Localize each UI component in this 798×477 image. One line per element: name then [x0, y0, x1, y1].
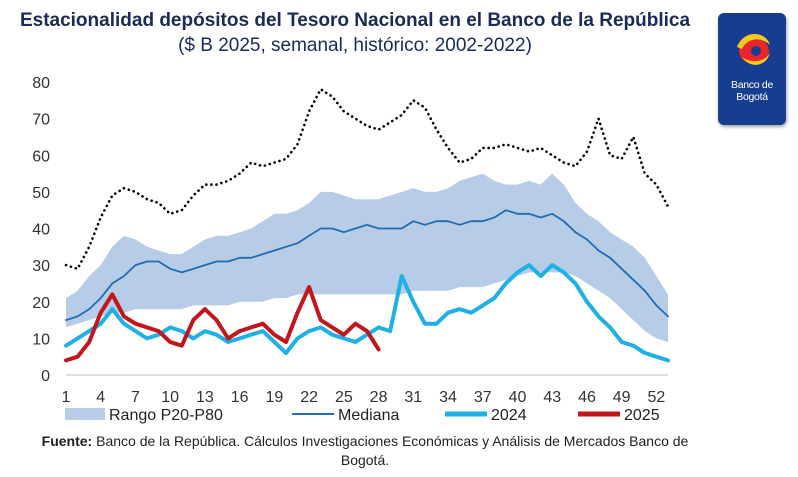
legend-label: Mediana — [338, 407, 399, 424]
y-tick-label: 30 — [32, 258, 50, 275]
chart-title: Estacionalidad depósitos del Tesoro Naci… — [10, 8, 700, 58]
x-tick-label: 49 — [613, 389, 631, 406]
x-axis-ticks: 1 4 7 10 13 16 19 22 25 28 31 34 37 40 43 46 49 52 — [62, 389, 666, 406]
y-tick-label: 20 — [32, 295, 50, 312]
x-tick-label: 4 — [96, 389, 105, 406]
band-p20-p80 — [66, 173, 668, 342]
x-tick-label: 43 — [543, 389, 561, 406]
x-tick-label: 19 — [265, 389, 283, 406]
logo-center-dot — [751, 46, 761, 56]
x-tick-label: 13 — [196, 389, 214, 406]
y-tick-label: 0 — [41, 368, 50, 385]
x-tick-label: 10 — [161, 389, 179, 406]
series-line-maximo — [64, 88, 670, 271]
x-tick-label: 25 — [335, 389, 353, 406]
band-layer — [66, 173, 668, 342]
title-subtitle: ($ B 2025, semanal, histórico: 2002-2022… — [178, 35, 532, 56]
source-text: Banco de la República. Cálculos Investig… — [96, 433, 689, 468]
title-bold: Estacionalidad depósitos del Tesoro Naci… — [19, 10, 691, 31]
y-tick-label: 80 — [32, 75, 50, 92]
series-line-2025 — [64, 285, 381, 363]
x-tick-label: 16 — [231, 389, 249, 406]
x-tick-label: 22 — [300, 389, 318, 406]
y-axis-ticks: 0 10 20 30 40 50 60 70 80 — [32, 75, 50, 385]
legend-label: 2025 — [624, 407, 660, 424]
logo-text: Banco de Bogotá — [718, 79, 786, 103]
x-tick-label: 52 — [648, 389, 666, 406]
logo-mark-icon — [737, 34, 770, 65]
source-note: Fuente: Banco de la República. Cálculos … — [30, 432, 700, 470]
series-line-mediana — [65, 209, 669, 321]
logo-line-1: Banco de — [731, 79, 773, 91]
y-tick-label: 40 — [32, 222, 50, 239]
x-tick-label: 28 — [370, 389, 388, 406]
x-tick-label: 46 — [578, 389, 596, 406]
y-tick-label: 10 — [32, 331, 50, 348]
y-tick-label: 70 — [32, 112, 50, 129]
chart-svg: 0 10 20 30 40 50 60 70 80 1 4 7 10 13 16 19 22 25 28 31 34 3… — [32, 75, 670, 424]
legend-swatch-band — [65, 408, 105, 420]
x-tick-label: 40 — [509, 389, 527, 406]
x-tick-label: 31 — [404, 389, 422, 406]
legend-label: 2024 — [491, 407, 527, 424]
x-tick-label: 7 — [131, 389, 140, 406]
logo-yellow-swoosh-2 — [742, 53, 770, 65]
y-tick-label: 50 — [32, 185, 50, 202]
series-layer — [64, 88, 670, 363]
legend-label: Rango P20-P80 — [109, 407, 223, 424]
x-tick-label: 34 — [439, 389, 457, 406]
x-tick-label: 1 — [62, 389, 71, 406]
logo-line-2: Bogotá — [736, 91, 768, 103]
x-tick-label: 37 — [474, 389, 492, 406]
y-tick-label: 60 — [32, 148, 50, 165]
legend: Rango P20-P80 Mediana 2024 2025 — [65, 407, 660, 424]
bank-logo: Banco de Bogotá — [718, 13, 786, 125]
source-label: Fuente: — [41, 433, 93, 449]
logo-yellow-swoosh — [737, 34, 770, 49]
